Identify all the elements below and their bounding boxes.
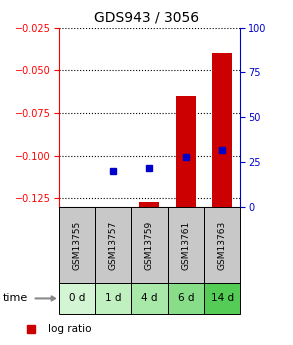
Text: 4 d: 4 d — [141, 294, 158, 303]
Bar — [168, 207, 204, 283]
Text: log ratio: log ratio — [48, 324, 92, 334]
Text: 1 d: 1 d — [105, 294, 121, 303]
Text: GSM13759: GSM13759 — [145, 220, 154, 269]
Text: 0 d: 0 d — [69, 294, 85, 303]
Text: time: time — [3, 294, 28, 303]
Bar — [131, 207, 168, 283]
Text: 14 d: 14 d — [211, 294, 234, 303]
Bar — [95, 207, 131, 283]
Bar — [168, 283, 204, 314]
Bar — [139, 202, 159, 207]
Bar — [59, 207, 95, 283]
Bar — [176, 96, 196, 207]
Bar — [204, 283, 240, 314]
Text: GSM13761: GSM13761 — [181, 220, 190, 269]
Bar — [131, 283, 168, 314]
Bar — [204, 207, 240, 283]
Text: 6 d: 6 d — [178, 294, 194, 303]
Text: GSM13763: GSM13763 — [218, 220, 226, 269]
Bar — [212, 53, 232, 207]
Text: GSM13755: GSM13755 — [72, 220, 81, 269]
Bar — [59, 283, 95, 314]
Bar — [95, 283, 131, 314]
Text: GSM13757: GSM13757 — [109, 220, 117, 269]
Text: GDS943 / 3056: GDS943 / 3056 — [94, 10, 199, 24]
